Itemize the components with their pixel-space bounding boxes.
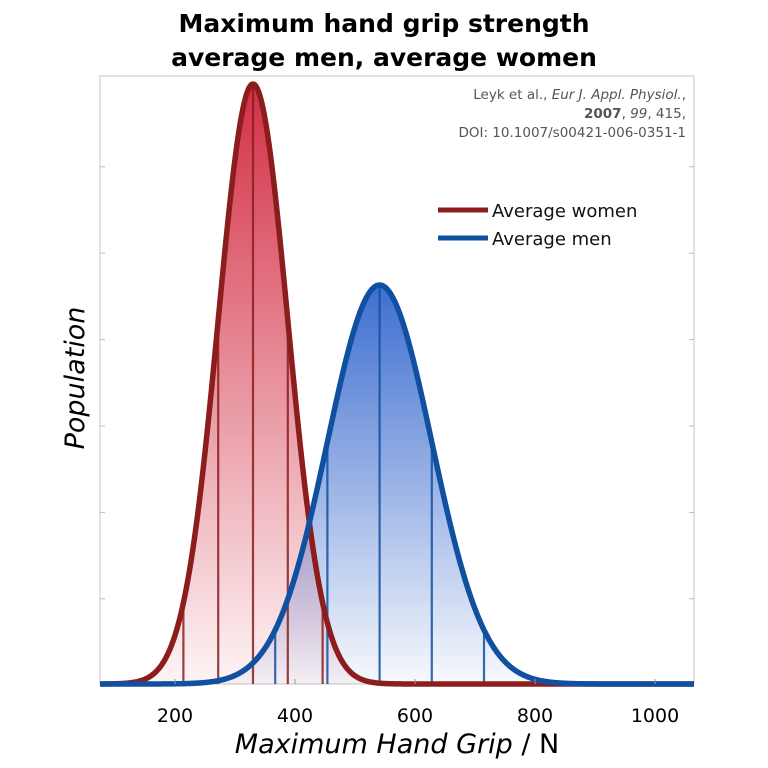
x-tick-label-800: 800: [517, 705, 553, 727]
curve-men: [98, 282, 696, 687]
distribution-curves: [98, 81, 696, 687]
legend-label-women: Average women: [492, 201, 637, 222]
citation-journal: Eur J. Appl. Physiol.: [552, 87, 682, 103]
legend-label-men: Average men: [492, 229, 612, 250]
citation-volume: 99: [630, 106, 647, 122]
area-men: [100, 285, 694, 684]
citation-doi: DOI: 10.1007/s00421-006-0351-1: [458, 125, 686, 141]
x-tick-label-600: 600: [397, 705, 433, 727]
legend: Average women Average men: [438, 201, 637, 250]
area-women: [100, 84, 694, 685]
citation-pages: , 415,: [647, 106, 686, 122]
x-axis-label: Maximum Hand Grip / N: [235, 729, 559, 760]
citation-journal-trail: ,: [682, 87, 686, 103]
x-tick-label-200: 200: [157, 705, 193, 727]
sd-marker-lines: [182, 84, 486, 684]
chart-title-line1: Maximum hand grip strength: [178, 9, 589, 38]
citation-year: 2007: [584, 106, 622, 122]
citation-line2: 2007, 99, 415,: [584, 106, 686, 122]
y-axis-label: Population: [60, 307, 91, 450]
citation-line1: Leyk et al., Eur J. Appl. Physiol.,: [473, 87, 686, 103]
citation-authors: Leyk et al.,: [473, 87, 551, 103]
x-axis-ticks: 200 400 600 800 1000: [157, 679, 679, 727]
x-tick-label-1000: 1000: [631, 705, 679, 727]
x-axis-label-unit: / N: [513, 729, 559, 760]
x-axis-label-main: Maximum Hand Grip: [235, 729, 513, 760]
distribution-areas: [100, 84, 694, 685]
x-tick-label-400: 400: [277, 705, 313, 727]
chart-title-line2: average men, average women: [171, 43, 597, 72]
y-axis-ticks: [100, 166, 694, 600]
citation-sep: ,: [622, 106, 631, 122]
